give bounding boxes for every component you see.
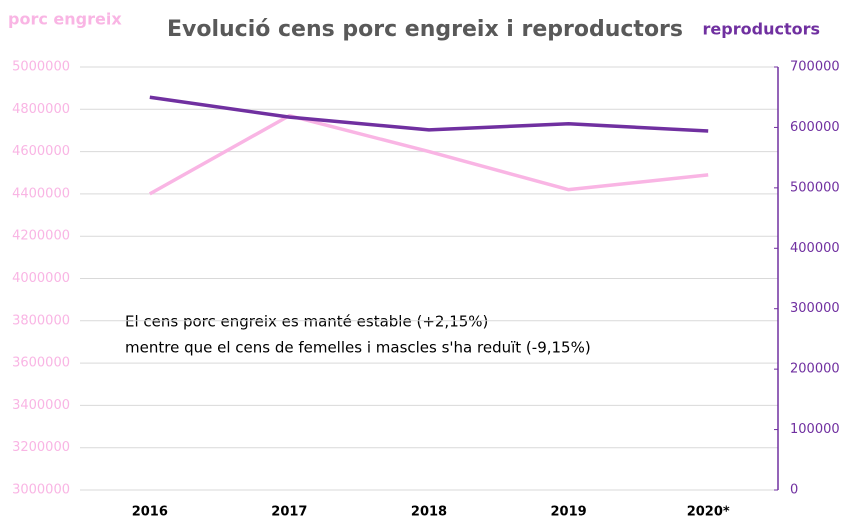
- y2-tick-label: 500000: [790, 180, 840, 195]
- series-line: [148, 113, 709, 196]
- y-tick-label: 4800000: [12, 102, 70, 117]
- y-tick-label: 3600000: [12, 356, 70, 371]
- y-tick-label: 3000000: [12, 483, 70, 498]
- y2-tick-label: 700000: [790, 60, 840, 75]
- y-tick-label: 3800000: [12, 313, 70, 328]
- y-tick-label: 4200000: [12, 229, 70, 244]
- y2-axis-label: reproductors: [703, 20, 820, 39]
- y-tick-label: 4000000: [12, 271, 70, 286]
- y2-tick-label: 200000: [790, 362, 840, 377]
- y-tick-label: 3200000: [12, 440, 70, 455]
- y2-tick-label: 600000: [790, 120, 840, 135]
- annotation: El cens porc engreix es manté estable (+…: [125, 313, 488, 331]
- y-tick-label: 5000000: [12, 60, 70, 75]
- y2-tick-label: 100000: [790, 422, 840, 437]
- x-tick-label: 2019: [551, 505, 587, 520]
- y-tick-label: 3400000: [12, 398, 70, 413]
- y-axis-label: porc engreix: [8, 10, 122, 29]
- y2-tick-label: 400000: [790, 241, 840, 256]
- annotation: mentre que el cens de femelles i mascles…: [125, 339, 591, 357]
- x-tick-label: 2018: [411, 505, 447, 520]
- y-tick-label: 4400000: [12, 186, 70, 201]
- x-tick-label: 2016: [132, 505, 168, 520]
- y-tick-label: 4600000: [12, 144, 70, 159]
- x-tick-label: 2017: [271, 505, 307, 520]
- series-line: [149, 95, 709, 133]
- x-tick-label: 2020*: [687, 505, 730, 520]
- y2-tick-label: 0: [790, 483, 798, 498]
- y2-tick-label: 300000: [790, 301, 840, 316]
- chart-title: Evolució cens porc engreix i reproductor…: [167, 17, 683, 42]
